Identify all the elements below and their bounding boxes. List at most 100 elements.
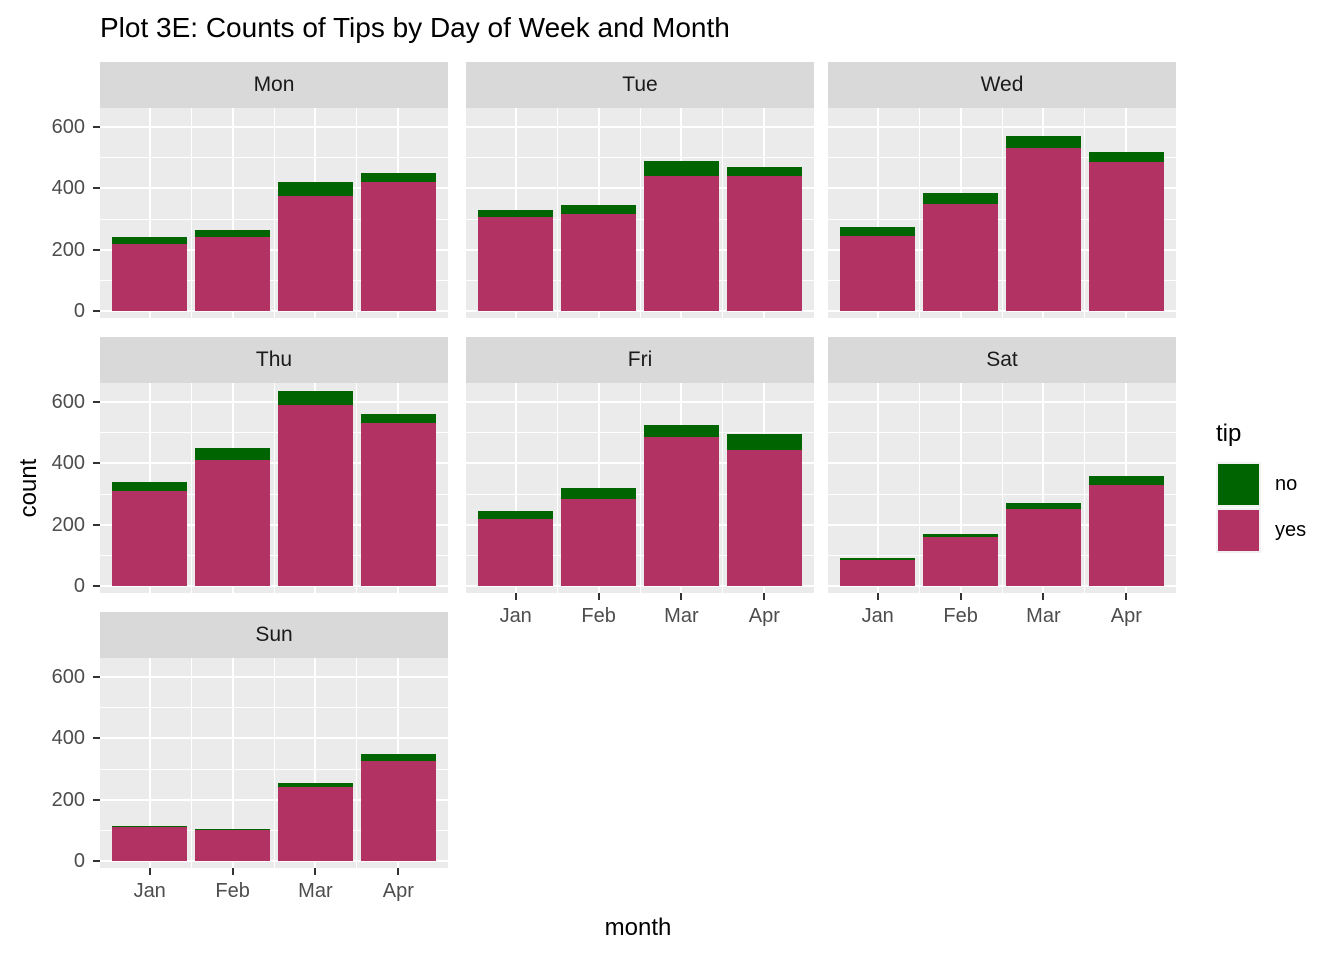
facet-strip-thu: Thu (100, 337, 448, 383)
x-tick (148, 868, 151, 875)
bar-sun-feb-yes (195, 830, 270, 861)
gridline-major-v (1042, 383, 1045, 593)
gridline-minor-v (1084, 108, 1086, 318)
x-tick-label: Jan (133, 880, 166, 902)
gridline-major-v (514, 383, 517, 593)
x-tick-label: Feb (581, 605, 616, 627)
x-tick-label: Mar (298, 880, 333, 902)
bar-wed-mar-yes (1006, 148, 1081, 311)
x-tick (763, 593, 766, 600)
gridline-minor-v (556, 108, 558, 318)
facet-strip-mon: Mon (100, 62, 448, 108)
x-tick-label: Jan (861, 605, 894, 627)
facet-strip-label-thu: Thu (255, 348, 293, 371)
y-tick (93, 187, 100, 190)
x-tick (314, 868, 317, 875)
facet-panel-sun (100, 658, 448, 868)
gridline-major-v (231, 658, 234, 868)
bar-thu-mar-no (278, 391, 353, 406)
bar-fri-mar-no (644, 425, 719, 438)
x-tick (397, 868, 400, 875)
bar-thu-apr-yes (361, 423, 436, 586)
bar-sun-mar-yes (278, 787, 353, 861)
bar-mon-mar-no (278, 182, 353, 196)
bar-sun-feb-no (195, 828, 270, 831)
bar-wed-jan-no (840, 226, 915, 236)
bar-sat-jan-no (840, 557, 915, 560)
facet-strip-tue: Tue (466, 62, 814, 108)
y-axis-title: count (15, 458, 42, 518)
bar-thu-jan-no (112, 481, 187, 491)
facet-strip-wed: Wed (828, 62, 1176, 108)
bar-fri-jan-no (478, 510, 553, 519)
bar-mon-feb-yes (195, 237, 270, 311)
bar-wed-mar-no (1006, 136, 1081, 149)
bar-fri-feb-yes (561, 498, 636, 586)
bar-mon-jan-yes (112, 243, 187, 311)
y-tick-label: 0 (73, 575, 85, 597)
gridline-major-v (231, 108, 234, 318)
gridline-minor-v (639, 383, 641, 593)
x-tick (876, 593, 879, 600)
y-tick-label: 200 (51, 788, 85, 811)
y-tick-label: 600 (51, 391, 85, 413)
bar-mon-jan-no (112, 237, 187, 244)
y-tick (93, 676, 100, 678)
y-tick (93, 860, 100, 862)
legend-key-yes (1216, 508, 1261, 553)
bar-fri-jan-yes (478, 518, 553, 586)
gridline-minor-v (356, 108, 358, 318)
gridline-minor-v (190, 108, 192, 318)
x-tick (1042, 593, 1045, 600)
bar-tue-jan-no (478, 209, 553, 218)
bar-sat-jan-yes (840, 559, 915, 586)
x-tick-label: Jan (499, 605, 532, 627)
x-tick (231, 868, 234, 875)
gridline-minor-v (722, 383, 724, 593)
bar-wed-feb-yes (923, 203, 998, 311)
legend-label-yes: yes (1275, 519, 1307, 541)
y-tick (93, 462, 100, 465)
facet-panel-fri (466, 383, 814, 593)
gridline-major-v (148, 658, 151, 868)
facet-strip-label-sun: Sun (255, 623, 293, 646)
gridline-minor-v (273, 108, 275, 318)
bar-fri-apr-yes (727, 449, 802, 586)
y-tick (93, 523, 100, 526)
bar-wed-apr-yes (1089, 162, 1164, 311)
bar-wed-apr-no (1089, 151, 1164, 163)
legend-title: tip (1216, 420, 1242, 447)
bar-thu-jan-yes (112, 490, 187, 586)
bar-wed-feb-no (923, 192, 998, 204)
bar-mon-apr-yes (361, 182, 436, 311)
facet-strip-label-tue: Tue (622, 73, 658, 96)
bar-fri-mar-yes (644, 437, 719, 586)
y-tick-label: 600 (51, 116, 85, 138)
x-tick (597, 593, 600, 600)
y-tick (93, 737, 100, 740)
bar-tue-mar-no (644, 160, 719, 177)
bar-thu-apr-no (361, 414, 436, 424)
gridline-minor-v (918, 108, 920, 318)
bar-fri-apr-no (727, 434, 802, 450)
y-tick (93, 798, 100, 801)
gridline-minor-v (556, 383, 558, 593)
bar-fri-feb-no (561, 487, 636, 499)
gridline-minor-v (722, 108, 724, 318)
bar-tue-apr-yes (727, 176, 802, 311)
x-axis-title: month (604, 914, 672, 941)
facet-strip-label-sat: Sat (986, 348, 1018, 371)
gridline-minor-v (1084, 383, 1086, 593)
bar-tue-mar-yes (644, 176, 719, 311)
gridline-major-v (876, 383, 879, 593)
gridline-major-v (959, 383, 962, 593)
facet-strip-label-fri: Fri (627, 348, 653, 371)
x-tick-label: Apr (382, 880, 414, 902)
bar-sat-feb-no (923, 533, 998, 537)
facet-strip-label-mon: Mon (253, 73, 295, 96)
y-tick-label: 400 (51, 727, 85, 750)
bar-wed-jan-yes (840, 235, 915, 311)
bar-tue-feb-no (561, 205, 636, 215)
facet-strip-fri: Fri (466, 337, 814, 383)
bar-mon-apr-no (361, 173, 436, 183)
